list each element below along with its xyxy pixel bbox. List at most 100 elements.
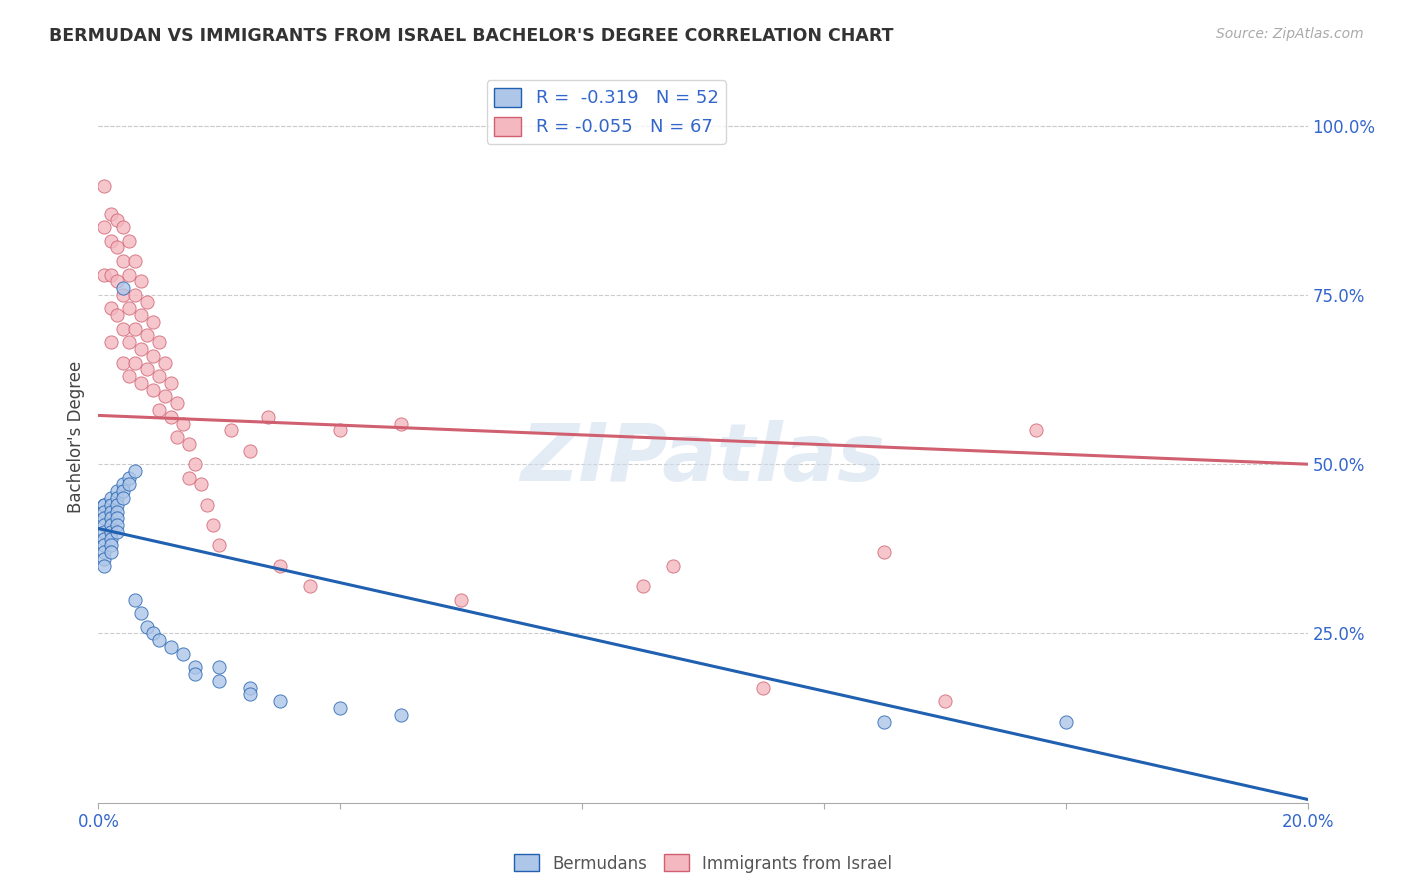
Point [129,342,152,356]
Point [184,457,207,471]
Point [631,579,654,593]
Point [934,694,956,708]
Point [111,322,134,336]
Point [93,524,115,539]
Legend: R =  -0.319   N = 52, R = -0.055   N = 67: R = -0.319 N = 52, R = -0.055 N = 67 [486,80,725,144]
Point [100,268,122,282]
Point [135,362,157,376]
Point [124,355,146,369]
Point [166,430,188,444]
Point [299,579,322,593]
Point [93,268,115,282]
Point [160,640,183,654]
Point [111,355,134,369]
Point [93,558,115,573]
Point [105,213,128,227]
Point [124,322,146,336]
Point [239,443,262,458]
Legend: Bermudans, Immigrants from Israel: Bermudans, Immigrants from Israel [508,847,898,880]
Point [179,471,201,485]
Point [129,376,152,390]
Point [111,484,134,499]
Point [142,315,165,329]
Point [148,335,170,350]
Point [124,592,146,607]
Point [93,179,115,194]
Point [129,606,152,620]
Point [221,423,243,437]
Point [105,498,128,512]
Point [100,524,122,539]
Point [124,254,146,268]
Point [100,505,122,519]
Point [661,558,683,573]
Point [160,409,183,424]
Point [93,552,115,566]
Point [118,301,141,316]
Point [118,335,141,350]
Text: ZIPatlas: ZIPatlas [520,420,886,498]
Point [135,294,157,309]
Point [93,518,115,533]
Point [111,220,134,235]
Point [111,477,134,491]
Point [105,491,128,505]
Point [118,268,141,282]
Point [172,647,194,661]
Point [179,437,201,451]
Point [873,714,896,729]
Point [118,234,141,248]
Point [100,491,122,505]
Point [93,538,115,552]
Point [93,532,115,546]
Point [195,498,218,512]
Point [208,538,231,552]
Point [100,518,122,533]
Point [100,301,122,316]
Point [111,491,134,505]
Point [873,545,896,559]
Point [269,694,291,708]
Point [142,626,165,640]
Point [450,592,472,607]
Point [135,328,157,343]
Point [1024,423,1046,437]
Point [105,524,128,539]
Point [93,511,115,525]
Text: BERMUDAN VS IMMIGRANTS FROM ISRAEL BACHELOR'S DEGREE CORRELATION CHART: BERMUDAN VS IMMIGRANTS FROM ISRAEL BACHE… [49,27,894,45]
Point [148,633,170,648]
Point [142,383,165,397]
Point [124,464,146,478]
Y-axis label: Bachelor's Degree: Bachelor's Degree [66,361,84,513]
Text: Source: ZipAtlas.com: Source: ZipAtlas.com [1216,27,1364,41]
Point [100,532,122,546]
Point [105,240,128,254]
Point [160,376,183,390]
Point [329,423,352,437]
Point [100,498,122,512]
Point [93,505,115,519]
Point [93,545,115,559]
Point [129,274,152,288]
Point [105,274,128,288]
Point [111,281,134,295]
Point [93,498,115,512]
Point [135,620,157,634]
Point [208,660,231,674]
Point [100,538,122,552]
Point [184,660,207,674]
Point [1054,714,1077,729]
Point [105,308,128,322]
Point [100,545,122,559]
Point [166,396,188,410]
Point [153,355,176,369]
Point [153,389,176,403]
Point [118,471,141,485]
Point [389,417,412,431]
Point [100,511,122,525]
Point [93,220,115,235]
Point [752,681,775,695]
Point [202,518,225,533]
Point [269,558,291,573]
Point [118,369,141,384]
